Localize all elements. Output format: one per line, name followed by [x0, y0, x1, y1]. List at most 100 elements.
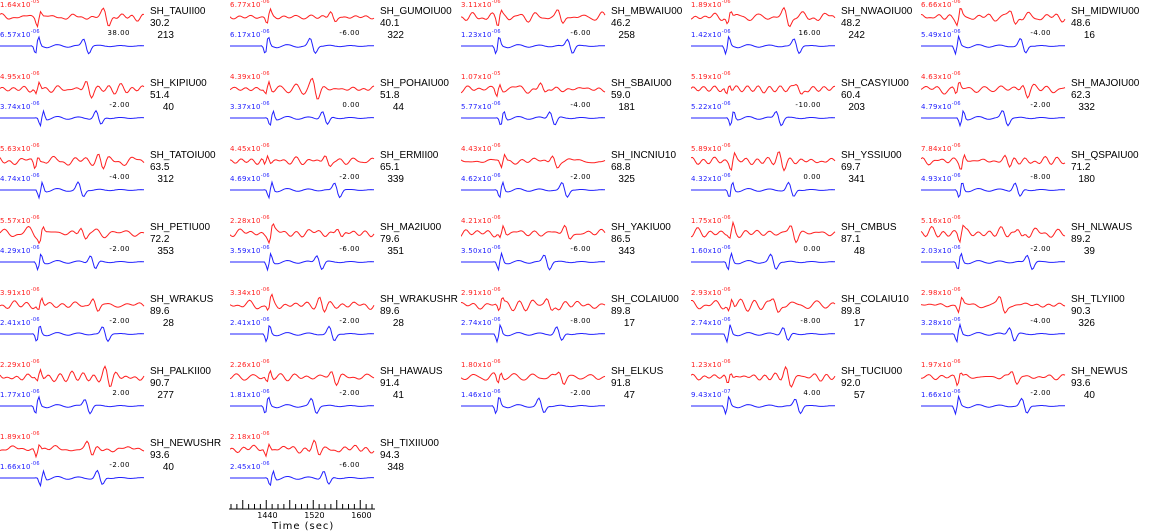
x-axis-title: Time (sec) — [272, 521, 335, 532]
observed-trace — [0, 469, 145, 488]
observed-amplitude: 6.57x10-06 — [0, 29, 40, 39]
station-panel: 3.34x10-06 2.41x10-06 -2.00 SH_WRAKUSHR … — [230, 287, 460, 360]
station-panel: 2.18x10-06 2.45x10-06 -6.00 SH_TIXIIU00 … — [230, 431, 460, 504]
waveform-pair — [461, 297, 606, 344]
synthetic-trace — [230, 369, 375, 387]
station-name: SH_PALKII00 — [150, 366, 211, 377]
synthetic-trace — [921, 153, 1066, 170]
station-panel: 5.63x10-06 4.74x10-06 -4.00 SH_TATOIU00 … — [0, 143, 230, 216]
synthetic-trace — [921, 295, 1066, 314]
station-name: SH_YAKIU00 — [611, 222, 671, 233]
synthetic-trace — [230, 7, 375, 24]
observed-trace — [921, 394, 1066, 416]
station-name: SH_COLAIU10 — [841, 294, 909, 305]
station-distance: 69.7 — [841, 162, 861, 173]
station-distance: 93.6 — [1071, 378, 1091, 389]
station-distance: 71.2 — [1071, 162, 1091, 173]
time-shift: -6.00 — [339, 29, 360, 37]
station-azimuth: 47 — [623, 390, 635, 401]
time-shift: -4.00 — [109, 173, 130, 181]
synthetic-amplitude: 4.39x10-06 — [230, 71, 270, 81]
observed-trace — [461, 251, 606, 272]
time-shift: -2.00 — [570, 173, 591, 181]
synthetic-amplitude: 1.97x10-06 — [921, 359, 961, 369]
waveform-pair — [0, 153, 145, 200]
station-panel: 1.07x10-05 5.77x10-06 -4.00 SH_SBAIU00 5… — [461, 71, 691, 144]
station-azimuth: 16 — [1083, 30, 1095, 41]
station-name: SH_TIXIIU00 — [380, 438, 439, 449]
station-distance: 89.8 — [611, 306, 631, 317]
station-panel: 3.11x10-06 1.23x10-06 -6.00 SH_MBWAIU00 … — [461, 0, 691, 72]
observed-trace — [230, 469, 375, 487]
synthetic-trace — [0, 153, 145, 170]
waveform-pair — [691, 298, 836, 344]
station-panel: 2.93x10-06 2.74x10-06 -8.00 SH_COLAIU10 … — [691, 287, 921, 360]
observed-amplitude: 5.49x10-06 — [921, 29, 961, 39]
station-azimuth: 41 — [392, 390, 404, 401]
synthetic-trace — [921, 7, 1066, 27]
station-panel: 7.84x10-06 4.93x10-06 -8.00 SH_QSPAIU00 … — [921, 143, 1151, 216]
synthetic-trace — [0, 365, 145, 387]
time-shift: -10.00 — [795, 101, 821, 109]
observed-amplitude: 4.62x10-06 — [461, 173, 501, 183]
station-name: SH_GUMOIU00 — [380, 6, 452, 17]
observed-amplitude: 4.93x10-06 — [921, 173, 961, 183]
station-distance: 68.8 — [611, 162, 631, 173]
time-shift: -2.00 — [570, 389, 591, 397]
x-tick-label: 1440 — [257, 511, 278, 520]
waveform-pair — [230, 223, 375, 272]
station-distance: 91.8 — [611, 378, 631, 389]
synthetic-amplitude: 3.34x10-06 — [230, 287, 270, 297]
observed-amplitude: 3.59x10-06 — [230, 245, 270, 255]
synthetic-amplitude: 2.91x10-06 — [461, 287, 501, 297]
station-distance: 89.8 — [841, 306, 861, 317]
waveform-pair — [0, 80, 145, 128]
station-name: SH_TATOIU00 — [150, 150, 216, 161]
time-shift: 2.00 — [112, 389, 130, 397]
waveform-pair — [921, 153, 1066, 199]
synthetic-trace — [0, 225, 145, 245]
station-distance: 48.6 — [1071, 18, 1091, 29]
station-panel: 6.77x10-06 6.17x10-06 -6.00 SH_GUMOIU00 … — [230, 0, 460, 72]
observed-trace — [461, 180, 606, 199]
synthetic-trace — [0, 7, 144, 29]
synthetic-amplitude: 1.75x10-06 — [691, 215, 731, 225]
time-shift: -8.00 — [1030, 173, 1051, 181]
time-shift: -2.00 — [1030, 101, 1051, 109]
observed-trace — [691, 395, 836, 416]
station-azimuth: 180 — [1078, 174, 1095, 185]
observed-trace — [0, 325, 145, 343]
waveform-pair — [921, 224, 1066, 271]
synthetic-amplitude: 4.95x10-06 — [0, 71, 40, 81]
observed-amplitude: 4.79x10-06 — [921, 101, 961, 111]
station-panel: 5.57x10-06 4.29x10-06 -2.00 SH_PETIU00 7… — [0, 215, 230, 288]
observed-amplitude: 2.74x10-06 — [691, 317, 731, 327]
observed-amplitude: 3.74x10-06 — [0, 101, 40, 111]
x-tick-label: 1520 — [304, 511, 325, 520]
observed-amplitude: 5.22x10-06 — [691, 101, 731, 111]
time-shift: -6.00 — [570, 245, 591, 253]
waveform-pair — [230, 77, 375, 127]
synthetic-amplitude: 1.89x10-06 — [0, 431, 40, 441]
synthetic-trace — [0, 440, 145, 459]
observed-trace — [691, 251, 836, 271]
station-azimuth: 351 — [387, 246, 404, 257]
station-name: SH_KIPIU00 — [150, 78, 207, 89]
station-azimuth: 348 — [387, 462, 404, 473]
station-name: SH_WRAKUS — [150, 294, 214, 305]
station-distance: 93.6 — [150, 450, 170, 461]
synthetic-trace — [691, 6, 836, 28]
observed-trace — [691, 110, 835, 127]
observed-amplitude: 3.50x10-06 — [461, 245, 501, 255]
time-shift: 0.00 — [342, 101, 360, 109]
station-distance: 90.7 — [150, 378, 170, 389]
observed-trace — [230, 324, 375, 343]
station-azimuth: 203 — [848, 102, 865, 113]
observed-trace — [461, 397, 606, 415]
synthetic-trace — [230, 223, 375, 245]
waveform-pair — [461, 8, 606, 55]
waveform-pair — [230, 439, 375, 487]
station-name: SH_WRAKUSHR — [380, 294, 458, 305]
station-name: SH_ERMII00 — [380, 150, 439, 161]
station-distance: 30.2 — [150, 18, 170, 29]
